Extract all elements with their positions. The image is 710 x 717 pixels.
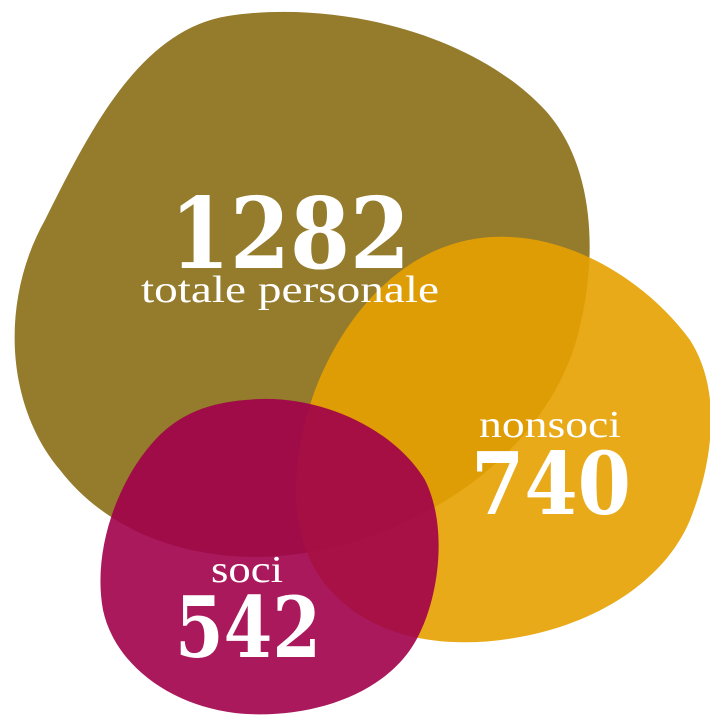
soci-value: 542 [175, 578, 321, 677]
soci-label: soci [211, 549, 283, 591]
nonsoci-label: nonsoci [479, 404, 621, 446]
totale-personale-value: 1282 [170, 177, 410, 292]
blob-soci [100, 398, 439, 715]
nonsoci-value: 740 [471, 434, 631, 535]
totale-personale-label: totale personale [141, 269, 439, 311]
